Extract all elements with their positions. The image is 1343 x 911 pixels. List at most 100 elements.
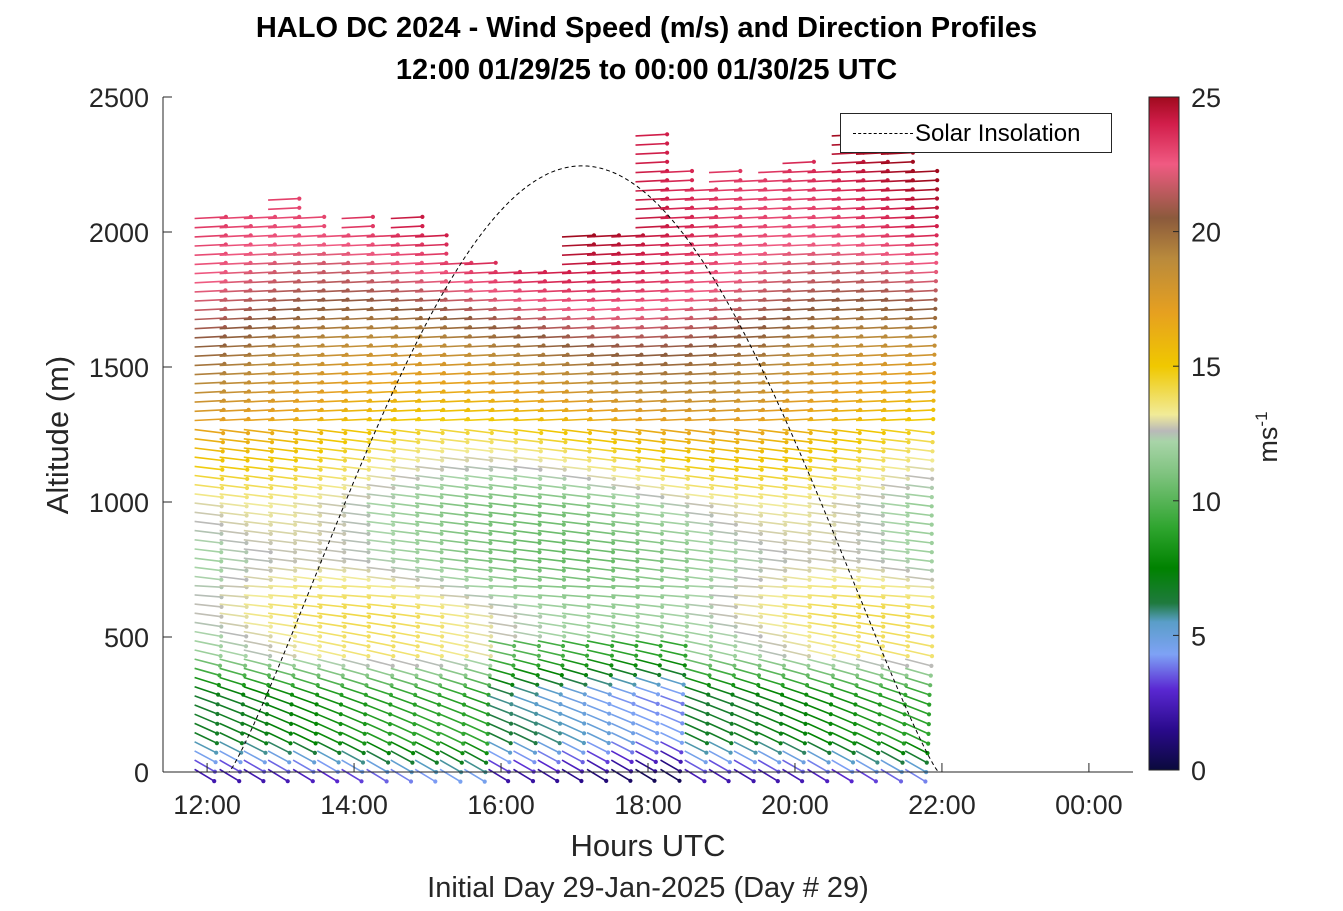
wind-arrow-shaft bbox=[317, 704, 342, 715]
wind-arrow-head bbox=[216, 692, 221, 697]
wind-arrow-head bbox=[293, 485, 298, 491]
wind-arrow-head bbox=[293, 458, 298, 463]
wind-arrow-shaft bbox=[194, 621, 222, 628]
wind-arrow-shaft bbox=[194, 447, 223, 453]
wind-arrow-shaft bbox=[758, 399, 788, 403]
wind-arrow-shaft bbox=[243, 317, 275, 321]
colorbar-label: ms-1 bbox=[1252, 411, 1283, 463]
wind-arrow-shaft bbox=[390, 667, 417, 677]
wind-arrow-shaft bbox=[439, 363, 470, 367]
wind-arrow-head bbox=[366, 559, 371, 564]
wind-arrow-head bbox=[610, 559, 616, 564]
wind-arrow-shaft bbox=[610, 722, 634, 734]
wind-arrow-shaft bbox=[660, 685, 684, 695]
wind-arrow-shaft bbox=[414, 722, 439, 735]
wind-arrow-shaft bbox=[561, 456, 590, 462]
wind-arrow-head bbox=[458, 779, 463, 784]
wind-arrow-head bbox=[440, 614, 445, 619]
wind-arrow-head bbox=[606, 750, 611, 755]
wind-arrow-head bbox=[509, 692, 514, 697]
wind-arrow-shaft bbox=[366, 243, 398, 247]
wind-arrow-shaft bbox=[880, 493, 908, 498]
wind-arrow-head bbox=[416, 604, 421, 610]
wind-arrow-shaft bbox=[390, 298, 422, 302]
wind-arrow-shaft bbox=[194, 298, 226, 302]
wind-arrow-head bbox=[537, 513, 542, 518]
wind-arrow-shaft bbox=[292, 667, 319, 677]
wind-arrow-shaft bbox=[439, 335, 470, 339]
wind-arrow-shaft bbox=[635, 197, 668, 201]
wind-arrow-shaft bbox=[293, 353, 323, 357]
wind-arrow-shaft bbox=[439, 529, 467, 535]
wind-arrow-shaft bbox=[586, 438, 615, 443]
wind-arrow-head bbox=[702, 779, 707, 784]
wind-arrow-shaft bbox=[341, 262, 373, 266]
wind-arrow-shaft bbox=[513, 353, 544, 357]
wind-arrow-head bbox=[906, 458, 911, 463]
wind-arrow-shaft bbox=[513, 713, 537, 725]
wind-arrow-shaft bbox=[635, 483, 663, 489]
wind-arrow-shaft bbox=[586, 566, 614, 572]
wind-arrow-shaft bbox=[317, 649, 345, 657]
wind-arrow-head bbox=[856, 654, 861, 659]
wind-arrow-shaft bbox=[464, 317, 495, 321]
wind-arrow-shaft bbox=[513, 667, 538, 676]
wind-arrow-head bbox=[464, 504, 469, 509]
wind-arrow-shaft bbox=[708, 539, 736, 544]
wind-arrow-shaft bbox=[366, 630, 394, 638]
wind-arrow-shaft bbox=[194, 234, 226, 238]
wind-arrow-shaft bbox=[733, 741, 756, 754]
wind-arrow-head bbox=[685, 504, 690, 509]
wind-arrow-head bbox=[685, 604, 690, 610]
wind-arrow-shaft bbox=[660, 326, 692, 330]
wind-arrow-head bbox=[709, 634, 714, 639]
wind-arrow-head bbox=[733, 577, 738, 582]
wind-arrow-head bbox=[415, 522, 420, 527]
wind-arrow-head bbox=[678, 759, 683, 764]
wind-arrow-head bbox=[488, 568, 493, 573]
wind-arrow-shaft bbox=[708, 649, 736, 657]
wind-arrow-head bbox=[244, 559, 249, 564]
wind-arrow-shaft bbox=[317, 465, 345, 471]
wind-arrow-shaft bbox=[513, 612, 541, 618]
wind-arrow-shaft bbox=[905, 483, 932, 489]
wind-arrow-shaft bbox=[439, 759, 462, 773]
wind-arrow-head bbox=[733, 595, 739, 600]
wind-arrow-shaft bbox=[831, 179, 864, 183]
wind-arrow-head bbox=[808, 467, 813, 472]
wind-arrow-head bbox=[361, 750, 366, 756]
wind-arrow-shaft bbox=[758, 640, 785, 647]
wind-arrow-shaft bbox=[561, 438, 590, 443]
wind-arrow-shaft bbox=[855, 539, 883, 544]
x-axis-sublabel: Initial Day 29-Jan-2025 (Day # 29) bbox=[427, 872, 869, 904]
wind-arrow-shaft bbox=[758, 381, 788, 385]
wind-arrow-head bbox=[905, 476, 911, 481]
wind-arrow-head bbox=[245, 467, 250, 472]
wind-arrow-head bbox=[292, 550, 298, 555]
wind-arrow-head bbox=[652, 778, 657, 783]
wind-arrow-shaft bbox=[586, 502, 614, 508]
wind-arrow-shaft bbox=[611, 584, 638, 588]
wind-arrow-shaft bbox=[415, 363, 445, 367]
wind-arrow-shaft bbox=[807, 456, 836, 462]
wind-arrow-shaft bbox=[292, 658, 320, 667]
wind-arrow-head bbox=[660, 604, 665, 610]
wind-arrow-head bbox=[289, 692, 294, 697]
wind-arrow-head bbox=[634, 643, 639, 649]
wind-arrow-shaft bbox=[708, 225, 741, 229]
wind-arrow-shaft bbox=[807, 428, 836, 434]
wind-arrow-head bbox=[536, 663, 541, 668]
wind-arrow-head bbox=[268, 634, 273, 639]
wind-arrow-shaft bbox=[488, 280, 520, 284]
wind-arrow-head bbox=[439, 495, 444, 500]
wind-arrow-shaft bbox=[464, 353, 494, 357]
wind-arrow-shaft bbox=[317, 640, 345, 648]
wind-arrow-head bbox=[608, 682, 613, 687]
wind-arrow-shaft bbox=[782, 271, 814, 275]
wind-arrow-shaft bbox=[390, 621, 419, 628]
wind-arrow-shaft bbox=[341, 428, 370, 434]
wind-arrow-head bbox=[489, 449, 494, 454]
wind-arrow-shaft bbox=[904, 676, 931, 686]
wind-arrow-head bbox=[709, 568, 714, 573]
wind-arrow-head bbox=[392, 440, 397, 445]
